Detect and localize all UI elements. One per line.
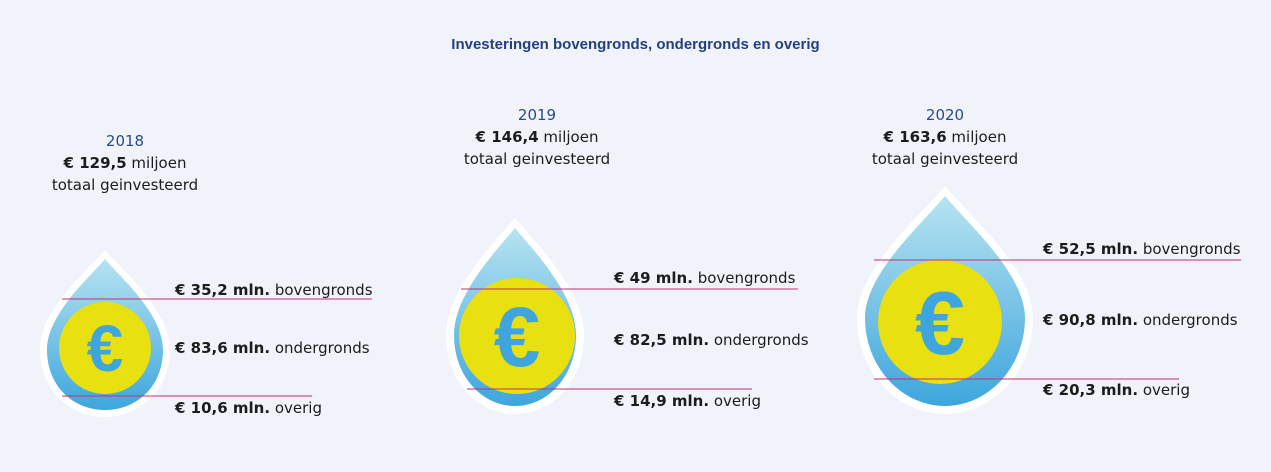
total-value-2019: € 146,4 xyxy=(475,128,539,146)
series-name-overig-2019: overig xyxy=(713,392,761,410)
value-ondergronds-2018: € 83,6 mln. xyxy=(175,339,271,357)
series-name-bovengronds-2019: bovengronds xyxy=(697,269,796,287)
total-suffix-2019: totaal geinvesteerd xyxy=(463,150,611,168)
year-header-2019: 2019 € 146,4 miljoen totaal geinvesteerd xyxy=(432,104,642,170)
total-2019: € 146,4 miljoen xyxy=(432,126,642,148)
value-bovengronds-2018: € 35,2 mln. xyxy=(175,281,271,299)
label-overig-2019: € 14,9 mln. overig xyxy=(614,392,761,410)
coin-2018 xyxy=(59,302,151,394)
drop-2020: € xyxy=(857,186,1241,414)
coin-2020 xyxy=(878,260,1002,384)
total-2020: € 163,6 miljoen xyxy=(840,126,1050,148)
label-ondergronds-2019: € 82,5 mln. ondergronds xyxy=(614,331,809,349)
euro-icon: € xyxy=(87,311,124,385)
euro-icon: € xyxy=(494,290,541,384)
value-ondergronds-2019: € 82,5 mln. xyxy=(614,331,710,349)
year-header-2018: 2018 € 129,5 miljoen totaal geinvesteerd xyxy=(20,130,230,196)
series-name-bovengronds-2018: bovengronds xyxy=(274,281,373,299)
year-label-2020: 2020 xyxy=(925,106,965,124)
value-bovengronds-2019: € 49 mln. xyxy=(614,269,693,287)
total-unit-2020: miljoen xyxy=(951,128,1007,146)
total-unit-2018: miljoen xyxy=(131,154,187,172)
year-label-2018: 2018 xyxy=(105,132,145,150)
series-name-ondergronds-2020: ondergronds xyxy=(1142,311,1238,329)
total-unit-2019: miljoen xyxy=(543,128,599,146)
total-value-2018: € 129,5 xyxy=(63,154,127,172)
label-overig-2020: € 20,3 mln. overig xyxy=(1043,381,1190,399)
series-name-ondergronds-2019: ondergronds xyxy=(713,331,809,349)
drop-2019: € xyxy=(446,218,798,414)
label-ondergronds-2020: € 90,8 mln. ondergronds xyxy=(1043,311,1238,329)
coin-2019 xyxy=(459,278,575,394)
value-ondergronds-2020: € 90,8 mln. xyxy=(1043,311,1139,329)
chart-title: Investeringen bovengronds, ondergronds e… xyxy=(451,36,820,53)
drop-2018: € xyxy=(40,250,372,417)
value-overig-2020: € 20,3 mln. xyxy=(1043,381,1139,399)
value-overig-2019: € 14,9 mln. xyxy=(614,392,710,410)
total-2018: € 129,5 miljoen xyxy=(20,152,230,174)
year-header-2020: 2020 € 163,6 miljoen totaal geinvesteerd xyxy=(840,104,1050,170)
label-bovengronds-2018: € 35,2 mln. bovengronds xyxy=(175,281,373,299)
label-overig-2018: € 10,6 mln. overig xyxy=(175,399,322,417)
label-ondergronds-2018: € 83,6 mln. ondergronds xyxy=(175,339,370,357)
total-suffix-2018: totaal geinvesteerd xyxy=(51,176,199,194)
year-label-2019: 2019 xyxy=(517,106,557,124)
label-bovengronds-2020: € 52,5 mln. bovengronds xyxy=(1043,240,1241,258)
total-value-2020: € 163,6 xyxy=(883,128,947,146)
series-name-ondergronds-2018: ondergronds xyxy=(274,339,370,357)
series-name-overig-2018: overig xyxy=(274,399,322,417)
total-suffix-2020: totaal geinvesteerd xyxy=(871,150,1019,168)
series-name-overig-2020: overig xyxy=(1142,381,1190,399)
series-name-bovengronds-2020: bovengronds xyxy=(1142,240,1241,258)
euro-icon: € xyxy=(915,274,965,374)
value-bovengronds-2020: € 52,5 mln. xyxy=(1043,240,1139,258)
label-bovengronds-2019: € 49 mln. bovengronds xyxy=(614,269,795,287)
value-overig-2018: € 10,6 mln. xyxy=(175,399,271,417)
